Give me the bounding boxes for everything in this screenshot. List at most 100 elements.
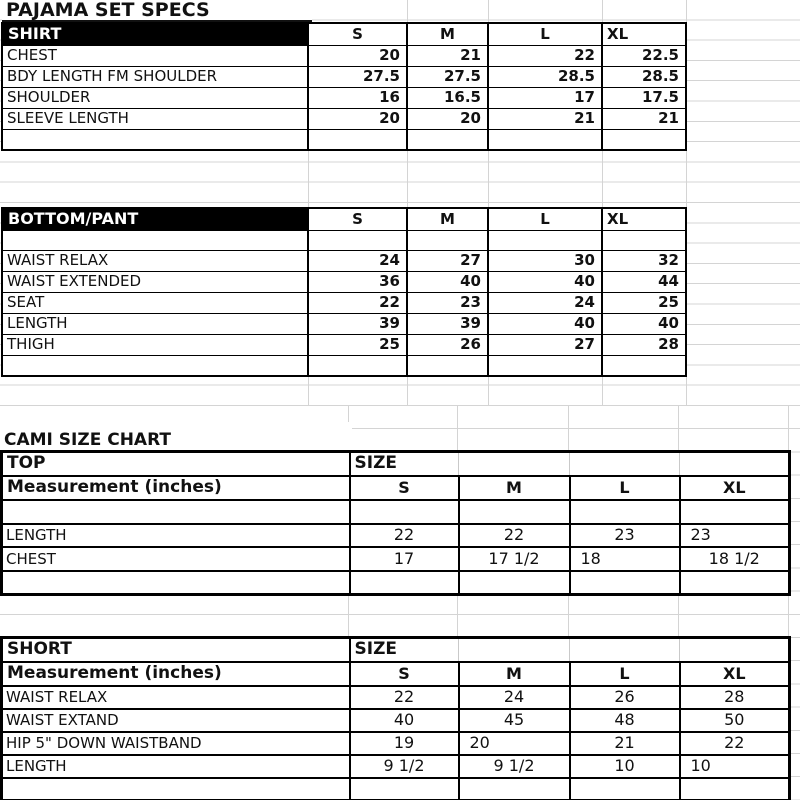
empty-cell: [406, 355, 489, 377]
row-label-cell: SHOULDER: [1, 87, 309, 109]
value-cell: 16: [307, 87, 408, 109]
gridline-vertical: [348, 406, 349, 800]
row-label-cell: LENGTH: [1, 313, 309, 336]
measurement-row: CHEST 17 17 1/2 18 18 1/2: [0, 546, 791, 572]
size-header-row: Measurement (inches) S M L XL: [0, 475, 791, 501]
measurement-row: LENGTH 39 39 40 40: [1, 313, 687, 336]
value-cell: 25: [307, 334, 408, 357]
value-cell: 27.5: [406, 66, 489, 88]
value-cell: 17: [348, 546, 460, 572]
row-label-cell: HIP 5" DOWN WAISTBAND: [0, 731, 351, 756]
empty-row: [0, 499, 791, 525]
size-column-header: M: [457, 661, 571, 687]
row-label-cell: THIGH: [1, 334, 309, 357]
size-header-row: Measurement (inches) S M L XL: [0, 661, 791, 687]
value-cell: 17.5: [601, 87, 687, 109]
size-column-header: S: [348, 475, 460, 501]
value-cell: 21: [406, 45, 489, 67]
value-cell: 10: [568, 754, 681, 779]
empty-row: [1, 229, 687, 252]
value-cell: 36: [307, 271, 408, 294]
empty-cell: [1, 355, 309, 377]
empty-cell: [678, 499, 791, 525]
value-cell: 22: [348, 685, 460, 710]
value-cell: 39: [307, 313, 408, 336]
value-cell: 22: [678, 731, 791, 756]
empty-cell: [406, 129, 489, 151]
value-cell: 23: [678, 522, 791, 549]
measurement-row: SHOULDER 16 16.5 17 17.5: [1, 87, 687, 109]
value-cell: 28: [601, 334, 687, 357]
empty-cell: [487, 355, 603, 377]
row-label-cell: WAIST EXTENDED: [1, 271, 309, 294]
size-column-header: S: [307, 22, 408, 46]
empty-cell: [458, 636, 570, 663]
empty-cell: [601, 355, 687, 377]
value-cell: 48: [568, 708, 681, 733]
empty-cell: [457, 777, 571, 800]
row-label-cell: SEAT: [1, 292, 309, 315]
empty-cell: [678, 777, 791, 800]
value-cell: 22: [457, 522, 571, 549]
size-column-header: M: [406, 22, 489, 46]
value-cell: 18 1/2: [678, 546, 791, 572]
empty-cell: [457, 569, 571, 596]
value-cell: 30: [487, 250, 603, 273]
empty-cell: [679, 636, 790, 663]
size-header-row: SHIRT S M L XL: [1, 22, 687, 46]
empty-cell: [307, 355, 408, 377]
row-label-cell: WAIST RELAX: [1, 250, 309, 273]
value-cell: 20: [307, 108, 408, 130]
empty-cell: [487, 129, 603, 151]
measurement-header-cell: Measurement (inches): [0, 475, 351, 501]
value-cell: 9 1/2: [348, 754, 460, 779]
table-header-cell: SHORT: [0, 636, 351, 663]
value-cell: 24: [487, 292, 603, 315]
value-cell: 21: [487, 108, 603, 130]
empty-cell: [679, 450, 790, 477]
measurement-row: LENGTH 22 22 23 23: [0, 522, 791, 549]
empty-cell: [568, 499, 681, 525]
row-label-cell: CHEST: [0, 546, 351, 572]
value-cell: 23: [568, 522, 681, 549]
empty-cell: [569, 636, 680, 663]
empty-cell: [601, 229, 687, 252]
empty-row: [0, 569, 791, 596]
measurement-header-cell: Measurement (inches): [0, 661, 351, 687]
measurement-row: WAIST RELAX 24 27 30 32: [1, 250, 687, 273]
value-cell: 27: [406, 250, 489, 273]
value-cell: 22.5: [601, 45, 687, 67]
value-cell: 40: [406, 271, 489, 294]
value-cell: 40: [348, 708, 460, 733]
measurement-row: WAIST RELAX 22 24 26 28: [0, 685, 791, 710]
measurement-row: LENGTH 9 1/2 9 1/2 10 10: [0, 754, 791, 779]
measurement-row: WAIST EXTAND 40 45 48 50: [0, 708, 791, 733]
value-cell: 44: [601, 271, 687, 294]
measurement-row: BDY LENGTH FM SHOULDER 27.5 27.5 28.5 28.5: [1, 66, 687, 88]
empty-cell: [348, 499, 460, 525]
gridline-vertical: [457, 406, 458, 800]
empty-cell: [1, 229, 309, 252]
gridline-vertical: [602, 0, 603, 406]
value-cell: 40: [601, 313, 687, 336]
measurement-row: SEAT 22 23 24 25: [1, 292, 687, 315]
value-cell: 27: [487, 334, 603, 357]
shirt-spec-table: SHIRT S M L XL CHEST 20 21 22 22.5 BDY LENGTH FM S…: [1, 22, 687, 152]
value-cell: 27.5: [307, 66, 408, 88]
value-cell: 19: [348, 731, 460, 756]
gridline-vertical: [308, 0, 309, 406]
value-cell: 21: [568, 731, 681, 756]
value-cell: 40: [487, 271, 603, 294]
cami-size-chart-title: CAMI SIZE CHART: [0, 422, 352, 450]
empty-cell: [1, 129, 309, 151]
value-cell: 40: [487, 313, 603, 336]
size-column-header: M: [457, 475, 571, 501]
measurement-row: SLEEVE LENGTH 20 20 21 21: [1, 108, 687, 130]
empty-cell: [348, 777, 460, 800]
measurement-row: WAIST EXTENDED 36 40 40 44: [1, 271, 687, 294]
row-label-cell: WAIST EXTAND: [0, 708, 351, 733]
row-label-cell: LENGTH: [0, 522, 351, 549]
size-column-header: XL: [601, 22, 687, 46]
value-cell: 45: [457, 708, 571, 733]
empty-row: [1, 355, 687, 377]
